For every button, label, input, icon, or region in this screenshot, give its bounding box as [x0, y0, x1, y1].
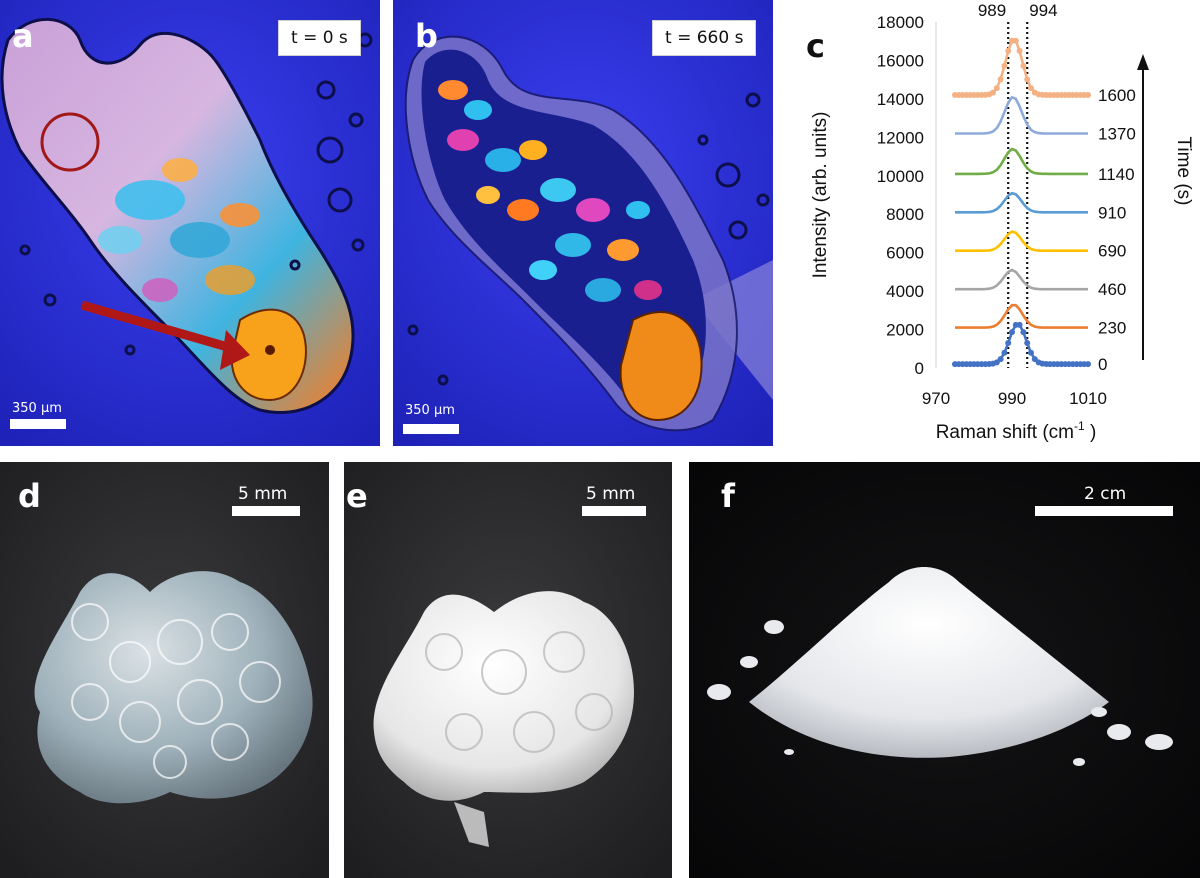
y-tick-label: 14000: [877, 90, 924, 109]
series-point: [1016, 321, 1023, 328]
y-tick-label: 0: [915, 359, 924, 378]
series-point: [1005, 47, 1012, 54]
series-point: [1005, 339, 1012, 346]
scale-label-e: 5 mm: [586, 484, 636, 504]
y-tick-label: 18000: [877, 13, 924, 32]
series-point: [1001, 62, 1008, 69]
y-tick-label: 8000: [886, 205, 924, 224]
series-point: [1020, 62, 1027, 69]
panel-label-d: d: [18, 477, 41, 515]
reference-line-label: 989: [978, 1, 1006, 20]
reference-line-label: 994: [1029, 1, 1057, 20]
series-point: [1009, 329, 1015, 336]
panel-label-a: a: [12, 17, 34, 55]
time-label-a: t = 0 s: [278, 20, 361, 56]
panel-label-e: e: [346, 477, 368, 515]
series-point: [1024, 339, 1031, 346]
micrograph-a-image: [0, 0, 380, 446]
series-point: [1024, 76, 1031, 83]
photo-e-image: [344, 462, 672, 878]
series-time-label: 230: [1098, 319, 1126, 338]
panel-label-f: f: [721, 477, 735, 515]
x-tick-label: 990: [998, 389, 1026, 408]
panel-label-b: b: [415, 17, 438, 55]
series-point: [990, 89, 996, 96]
series-line: [955, 147, 1088, 176]
time-arrow-head: [1137, 54, 1149, 70]
panel-c-raman-chart: c 0 2000 4000 6000 8000 10000 12000 14000 16000 1…: [786, 0, 1200, 446]
series-line: [955, 95, 1088, 135]
series-line: [955, 191, 1088, 214]
time-label-b: t = 660 s: [652, 20, 757, 56]
series-time-label: 1600: [1098, 86, 1136, 105]
series-line: [955, 230, 1088, 252]
series-point: [993, 85, 1000, 92]
series-time-label: 1140: [1098, 165, 1135, 184]
series-line: [955, 303, 1088, 329]
panel-label-c: c: [806, 27, 825, 65]
series-point: [997, 76, 1004, 83]
y-axis-label: Intensity (arb. units): [810, 112, 831, 279]
panel-f-photo: f 2 cm: [689, 462, 1200, 878]
y-tick-label: 16000: [877, 51, 924, 70]
series-time-label: 1370: [1098, 124, 1136, 143]
y-tick-label: 12000: [877, 128, 924, 147]
scale-bar-b: [403, 424, 459, 434]
y-tick-label: 6000: [886, 244, 924, 263]
series-point: [1001, 349, 1008, 356]
series-time-label: 0: [1098, 355, 1107, 374]
arrow-head: [220, 330, 250, 370]
raman-chart-svg: 0200040006000800010000120001400016000180…: [810, 1, 1194, 443]
x-tick-label: 970: [922, 389, 950, 408]
micrograph-b-image: [393, 0, 773, 446]
scale-label-f: 2 cm: [1084, 484, 1127, 504]
series-point: [1028, 349, 1034, 356]
series-point: [1085, 361, 1091, 368]
y-tick-label: 4000: [886, 282, 924, 301]
scale-bar-e: [582, 506, 646, 516]
y-tick-label: 2000: [886, 321, 924, 340]
panel-e-photo: e 5 mm: [344, 462, 672, 878]
time-axis-label: Time (s): [1173, 137, 1194, 206]
series-line: [955, 268, 1088, 291]
panel-b-micrograph: b t = 660 s 350 µm: [393, 0, 773, 446]
series-point: [997, 356, 1004, 363]
scale-bar-f: [1035, 506, 1173, 516]
series-point: [1085, 92, 1091, 99]
series-point: [1016, 47, 1023, 54]
x-axis-label: Raman shift (cm-1 ): [936, 419, 1097, 443]
series-point: [1028, 85, 1034, 92]
series-time-label: 910: [1098, 203, 1126, 222]
panel-d-photo: d 5 mm: [0, 462, 329, 878]
panel-a-micrograph: a t = 0 s 350 µm: [0, 0, 380, 446]
series-time-label: 690: [1098, 242, 1126, 261]
series-point: [1012, 37, 1019, 44]
scale-bar-a: [10, 419, 66, 429]
photo-d-image: [0, 462, 329, 878]
x-tick-label: 1010: [1069, 389, 1107, 408]
series-time-label: 460: [1098, 280, 1126, 299]
scale-bar-d: [232, 506, 300, 516]
photo-f-image: [689, 462, 1200, 878]
y-tick-label: 10000: [877, 167, 924, 186]
region-circle-marker: [40, 112, 100, 172]
scale-label-a: 350 µm: [12, 401, 62, 416]
arrow-shaft: [80, 300, 240, 355]
series-point: [1020, 329, 1027, 336]
scale-label-b: 350 µm: [405, 403, 455, 418]
scale-label-d: 5 mm: [238, 484, 288, 504]
